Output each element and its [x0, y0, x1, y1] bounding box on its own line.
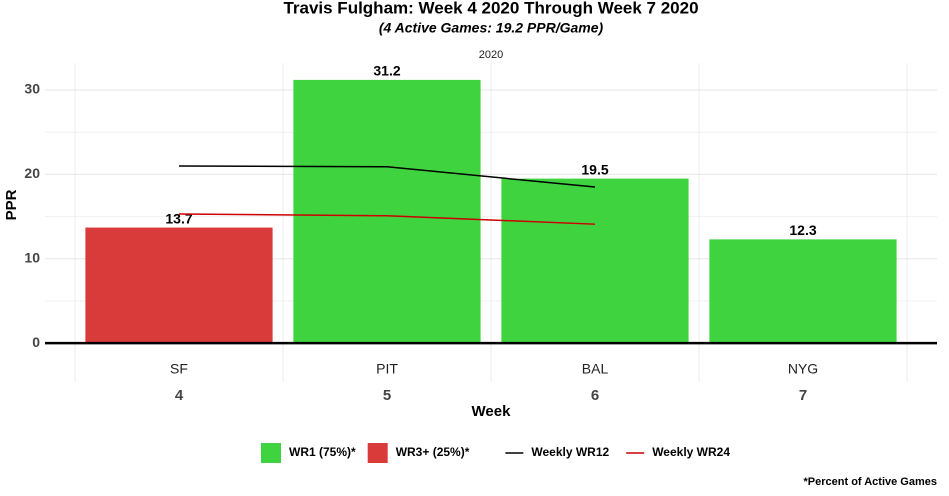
value-label: 19.5 — [581, 161, 608, 177]
line-series — [178, 165, 596, 188]
value-label: 12.3 — [789, 222, 816, 238]
bar — [501, 178, 689, 344]
y-axis-title: PPR — [3, 189, 20, 220]
legend-label: Weekly WR12 — [531, 445, 609, 459]
chart-title: Travis Fulgham: Week 4 2020 Through Week… — [283, 0, 698, 17]
legend-label: Weekly WR24 — [652, 445, 730, 459]
y-tick-label: 0 — [32, 334, 40, 350]
value-label: 31.2 — [373, 63, 400, 79]
footnote: *Percent of Active Games — [804, 476, 937, 488]
week-label: 6 — [591, 387, 599, 404]
y-tick-label: 10 — [24, 249, 40, 265]
legend-label: WR3+ (25%)* — [396, 445, 470, 459]
value-label: 13.7 — [165, 210, 192, 226]
x-axis-title: Week — [472, 403, 512, 420]
x-tick-label: SF — [170, 361, 188, 377]
line-series — [178, 213, 596, 225]
y-tick-label: 30 — [24, 81, 40, 97]
legend-label: WR1 (75%)* — [289, 445, 356, 459]
y-tick-label: 20 — [24, 165, 40, 181]
week-label: 5 — [383, 387, 391, 404]
x-tick-label: NYG — [788, 361, 818, 377]
legend-swatch — [367, 443, 388, 463]
marks — [85, 79, 897, 344]
bar — [709, 239, 897, 344]
bar — [85, 227, 273, 344]
x-tick-label: BAL — [582, 361, 609, 377]
week-label: 7 — [799, 387, 807, 404]
bar — [293, 79, 481, 344]
x-tick-label: PIT — [376, 361, 398, 377]
legend-swatch — [261, 443, 281, 463]
chart-subtitle: (4 Active Games: 19.2 PPR/Game) — [379, 20, 604, 36]
week-label: 4 — [175, 387, 184, 404]
facet-label: 2020 — [479, 49, 503, 61]
